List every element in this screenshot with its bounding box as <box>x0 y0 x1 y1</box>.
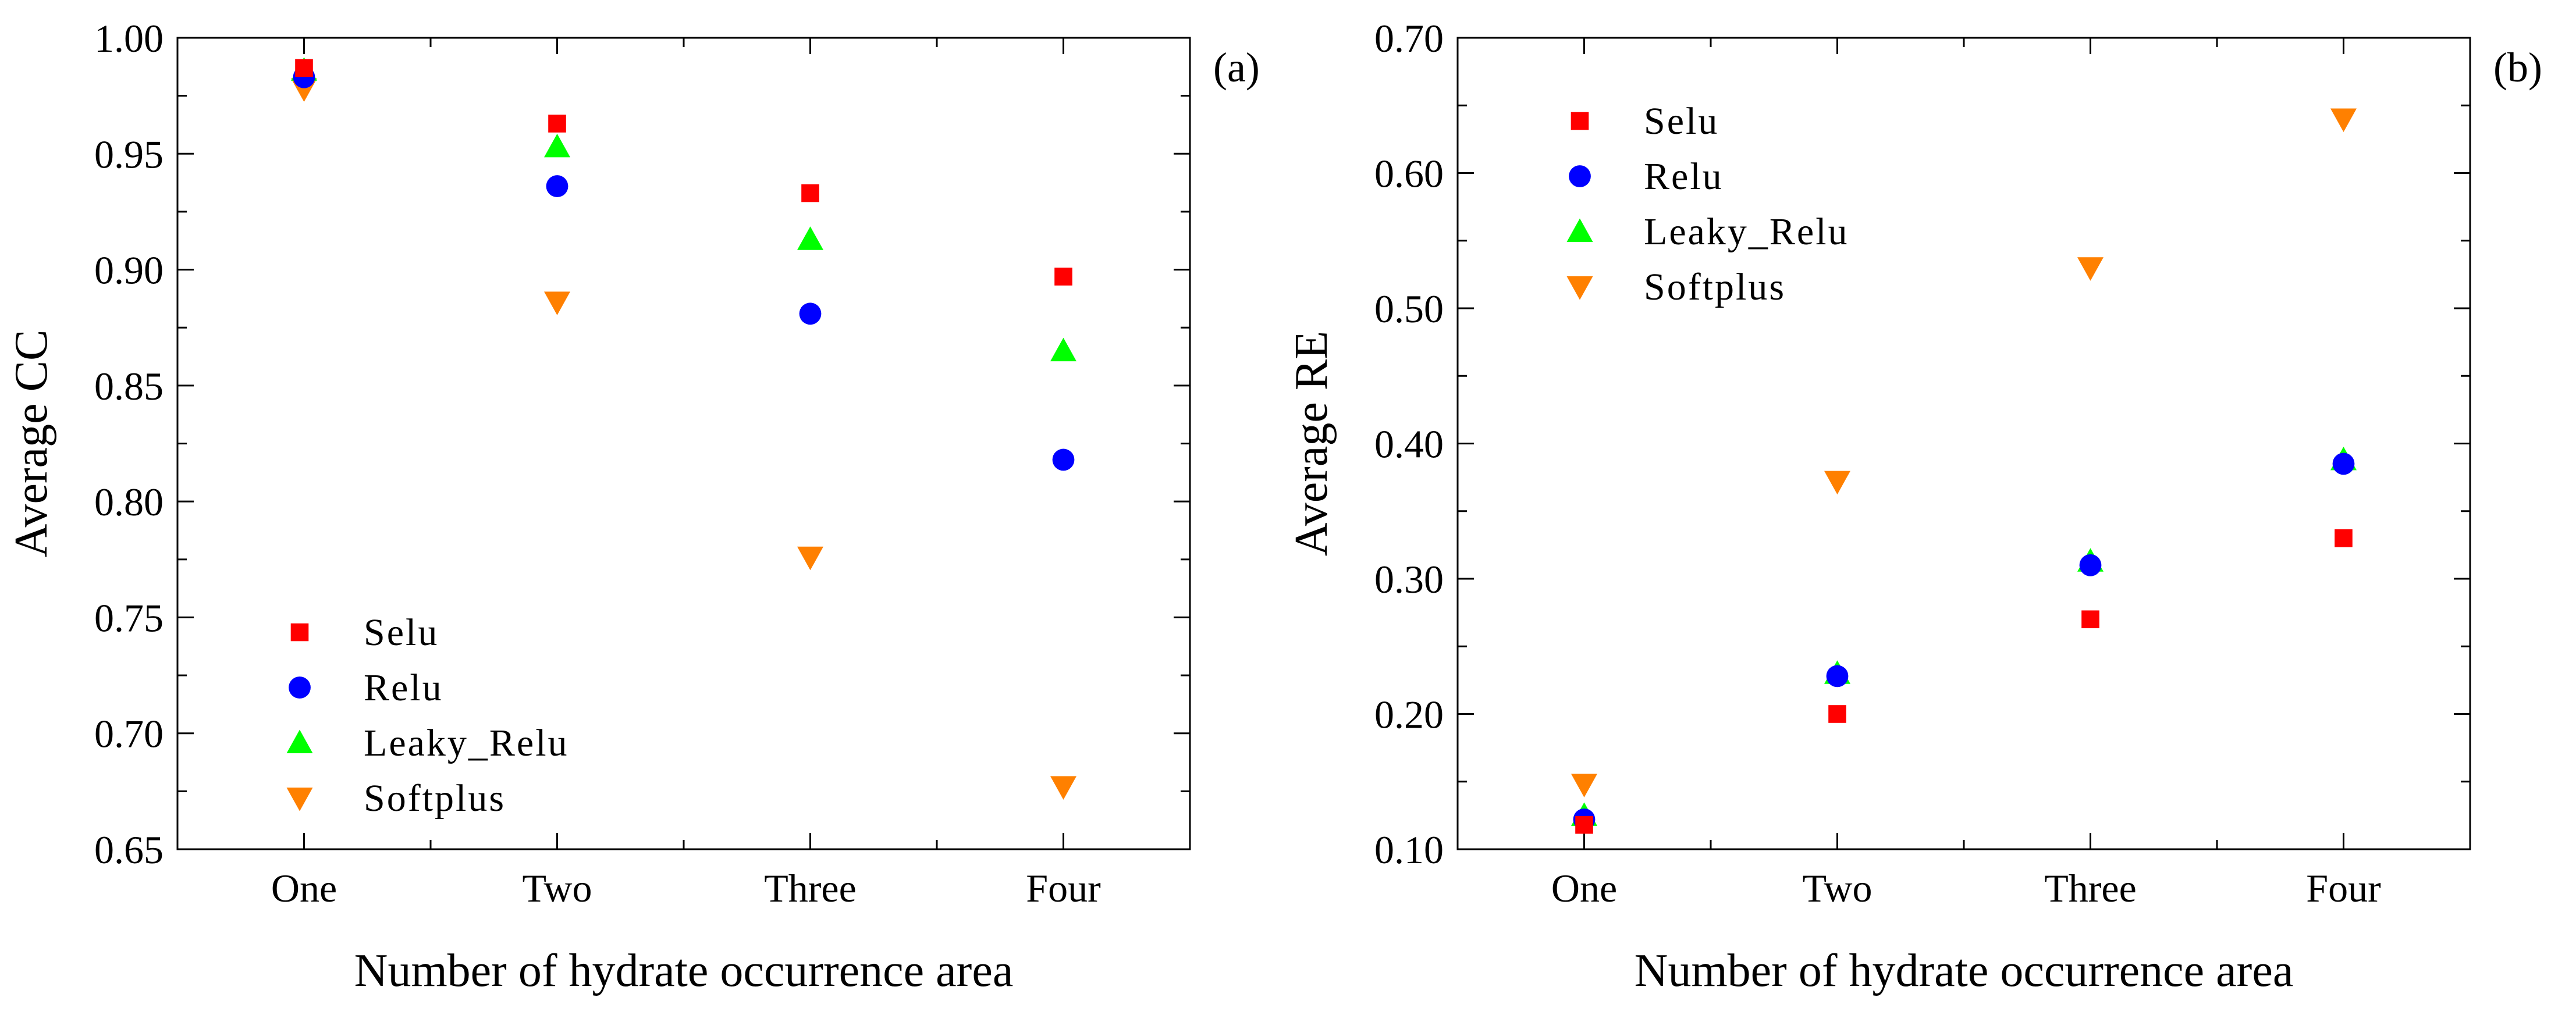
panel-label: (a) <box>1213 44 1260 91</box>
y-tick-label: 0.20 <box>1374 693 1444 737</box>
x-tick-label-one: One <box>1551 866 1617 910</box>
point-relu-four <box>2332 453 2355 475</box>
x-axis-title: Number of hydrate occurrence area <box>1635 945 2294 996</box>
legend-label-leaky-relu: Leaky_Relu <box>1644 211 1849 253</box>
x-tick-label-two: Two <box>1803 866 1873 910</box>
legend-label-leaky-relu: Leaky_Relu <box>364 722 569 764</box>
legend-marker-selu <box>1571 112 1589 130</box>
legend-marker-leaky-relu <box>286 729 313 753</box>
y-tick-label: 0.75 <box>94 596 164 640</box>
point-leaky-relu-two <box>544 133 570 158</box>
panel-b: 0.10 0.20 0.30 0.40 0.50 0.60 0.70 One Two Three F… <box>1286 16 2542 996</box>
y-tick-label: 0.85 <box>94 364 164 408</box>
x-tick-label-three: Three <box>2044 866 2137 910</box>
x-tick-label-four: Four <box>2306 866 2381 910</box>
y-tick-label: 0.30 <box>1374 557 1444 601</box>
y-axis-title: Average CC <box>6 330 57 558</box>
legend-label-softplus: Softplus <box>1644 266 1786 308</box>
legend-marker-leaky-relu <box>1566 218 1593 242</box>
x-tick-label-three: Three <box>764 866 857 910</box>
panel-a: 0.65 0.70 0.75 0.80 0.85 0.90 0.95 1.00 One Two Th… <box>6 16 1260 996</box>
y-tick-label: 0.40 <box>1374 422 1444 466</box>
point-relu-two <box>1826 665 1849 688</box>
y-tick-label: 0.50 <box>1374 287 1444 331</box>
x-axis-title: Number of hydrate occurrence area <box>354 945 1014 996</box>
y-tick-label: 0.60 <box>1374 152 1444 196</box>
legend-marker-softplus <box>1566 276 1593 300</box>
point-selu-four <box>1054 268 1072 286</box>
y-tick-label: 0.70 <box>1374 16 1444 60</box>
x-tick-label-four: Four <box>1026 866 1101 910</box>
point-softplus-three <box>2077 257 2104 281</box>
legend-label-selu: Selu <box>1644 100 1719 143</box>
y-tick-label: 0.10 <box>1374 828 1444 872</box>
point-relu-three <box>2079 554 2102 576</box>
point-selu-one <box>295 59 313 77</box>
legend-marker-selu <box>290 623 309 642</box>
point-selu-four <box>2335 529 2353 547</box>
point-selu-two <box>548 115 566 133</box>
point-relu-four <box>1052 448 1075 471</box>
legend-marker-relu <box>289 676 311 699</box>
point-selu-one <box>1575 815 1593 834</box>
plot-frame <box>1456 37 2471 850</box>
legend-marker-relu <box>1569 165 1591 187</box>
legend-label-selu: Selu <box>364 611 439 654</box>
point-selu-three <box>801 184 819 202</box>
y-tick-label: 0.70 <box>94 712 164 756</box>
x-tick-label-one: One <box>271 866 337 910</box>
point-selu-two <box>1828 705 1846 723</box>
y-tick-label: 0.65 <box>94 828 164 872</box>
point-softplus-three <box>797 546 823 571</box>
y-tick-label: 0.95 <box>94 132 164 176</box>
point-relu-three <box>799 302 822 325</box>
legend-marker-softplus <box>286 788 313 811</box>
legend-label-softplus: Softplus <box>364 777 506 820</box>
y-axis-title: Average RE <box>1286 331 1337 556</box>
point-softplus-one <box>1571 774 1597 797</box>
x-tick-label-two: Two <box>523 866 592 910</box>
plot-frame <box>176 37 1191 850</box>
point-leaky-relu-three <box>797 226 823 250</box>
y-tick-label: 0.80 <box>94 480 164 524</box>
legend-label-relu: Relu <box>1644 155 1724 198</box>
point-leaky-relu-four <box>1050 337 1076 362</box>
point-softplus-four <box>1050 776 1076 800</box>
point-relu-two <box>546 175 569 197</box>
y-tick-label: 1.00 <box>94 16 164 60</box>
y-tick-label: 0.90 <box>94 248 164 293</box>
legend-label-relu: Relu <box>364 667 443 709</box>
panel-label: (b) <box>2493 44 2542 91</box>
point-softplus-four <box>2330 108 2357 132</box>
point-softplus-two <box>544 291 570 315</box>
point-selu-three <box>2081 610 2099 629</box>
point-softplus-two <box>1824 471 1850 495</box>
